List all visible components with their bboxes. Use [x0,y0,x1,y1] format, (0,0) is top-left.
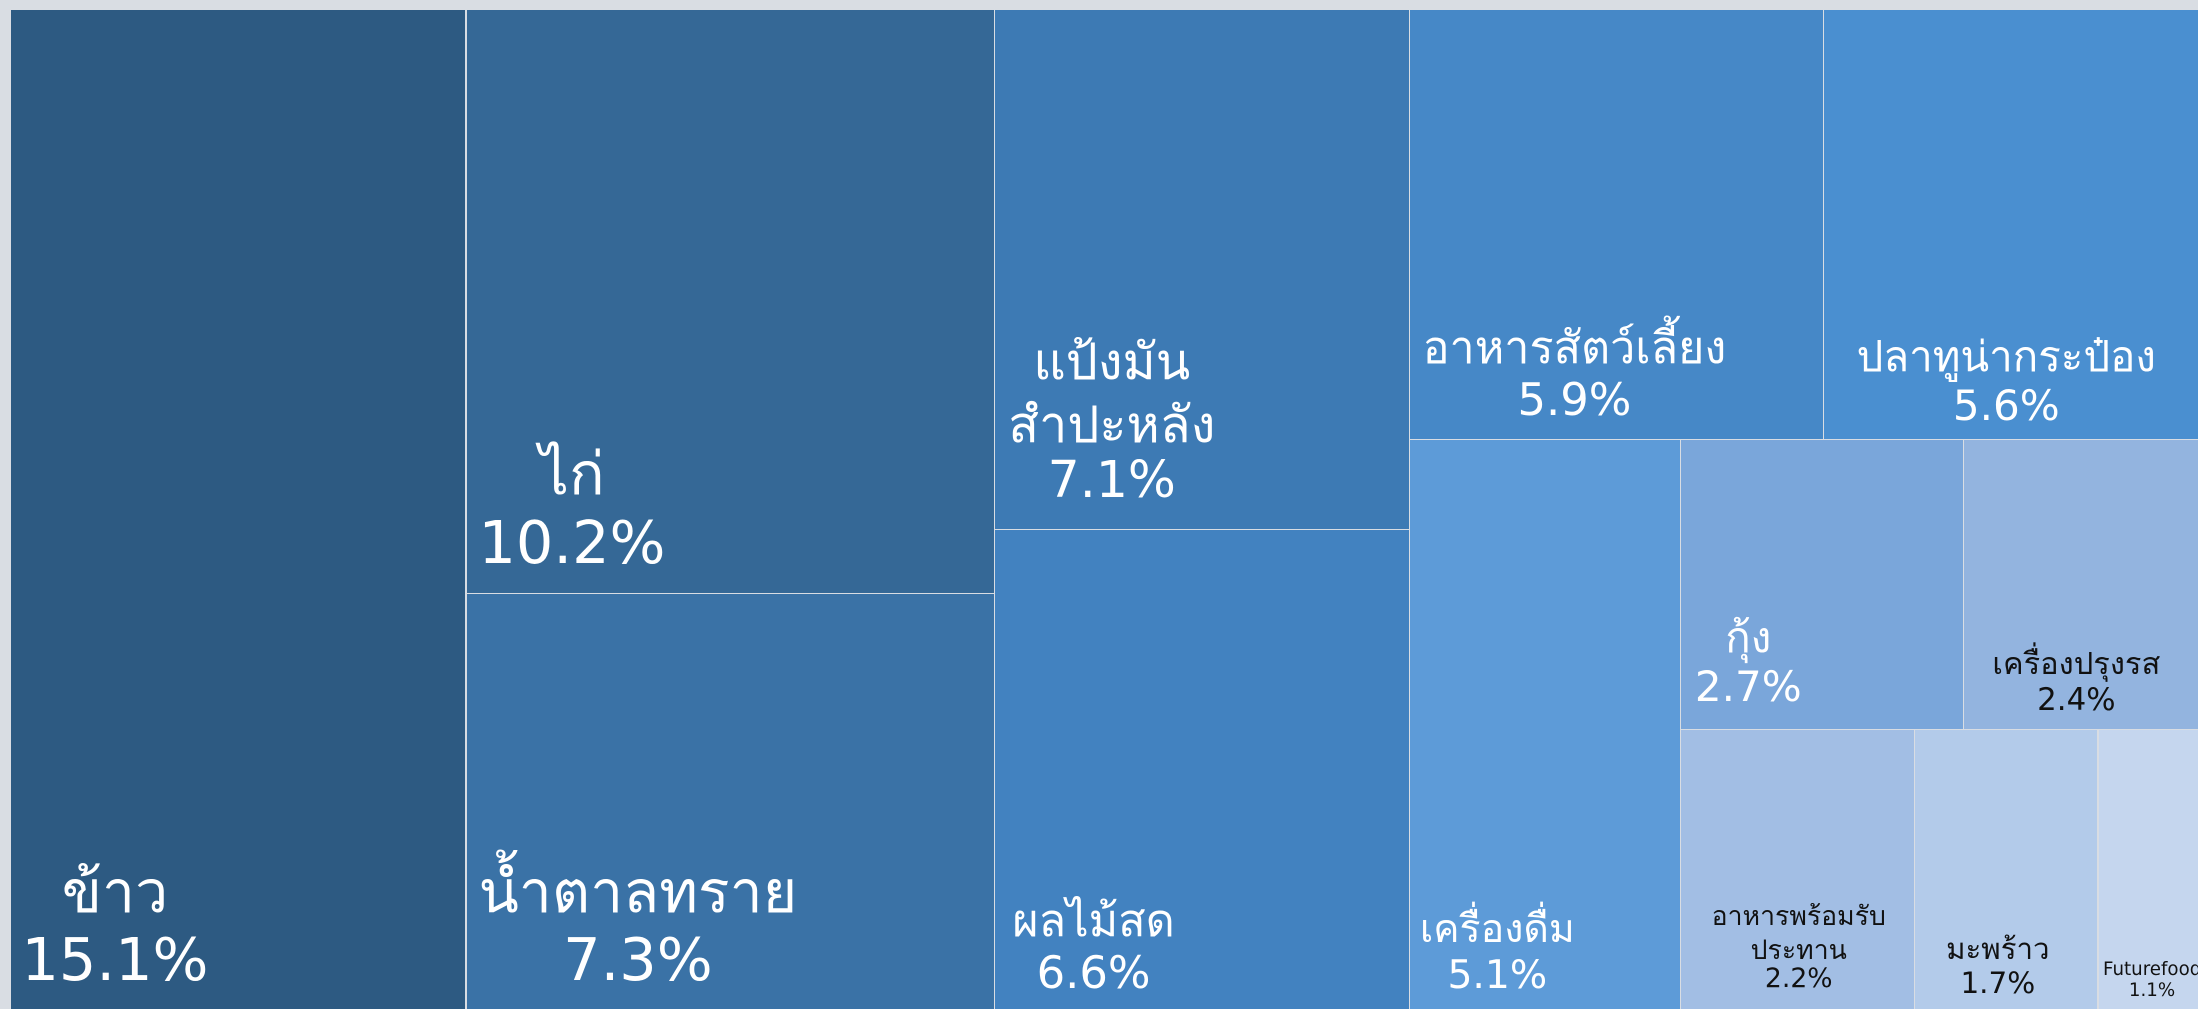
value-label: 5.9% [1517,372,1632,426]
value-label: 2.4% [2037,682,2116,719]
treemap-cell [466,594,994,1009]
value-label: 10.2% [478,507,666,577]
cell-label: อาหารพร้อมรับประทาน [1711,901,1886,966]
cell-label: กุ้ง [1725,612,1772,662]
treemap-cell [1824,9,2198,439]
value-label: 7.3% [563,925,713,995]
cell-label: อาหารสัตว์เลี้ยง [1422,320,1727,374]
value-label: 7.1% [1047,449,1176,509]
cell-label: ไก่ [539,439,605,509]
value-label: 6.6% [1036,946,1151,1000]
value-label: 2.2% [1764,963,1833,995]
treemap-cell [995,529,1409,1009]
cell-label: ผลไม้สด [1012,894,1175,948]
treemap-cell [1915,730,2098,1009]
treemap-cell [466,9,994,594]
treemap-cell [1964,440,2198,730]
treemap-cell [1410,440,1680,1009]
cell-label: ปลาทูน่ากระป๋อง [1856,332,2156,382]
value-label: 1.7% [1960,965,2036,1000]
treemap-cell [2098,730,2198,1009]
cell-label: เครื่องดื่ม [1419,906,1575,952]
cell-label: เครื่องปรุงรส [1992,646,2161,683]
treemap-cell [1680,730,1914,1009]
value-label: 5.1% [1447,952,1548,998]
value-label: 15.1% [21,925,209,995]
value-label: 5.6% [1952,381,2060,431]
treemap-cell [11,9,466,1009]
cell-label: น้ำตาลทราย [478,856,798,926]
value-label: 2.7% [1694,661,1802,711]
cell-label: แป้งมันสำปะหลัง [1008,332,1216,455]
cell-label: มะพร้าว [1946,931,2050,966]
cell-label: ข้าว [61,856,169,926]
cell-label: Futurefood [2103,958,2198,980]
value-label: 1.1% [2128,979,2176,1001]
treemap-cell [1410,9,1823,439]
treemap-cell [1680,440,1963,730]
treemap-cell [995,9,1409,529]
